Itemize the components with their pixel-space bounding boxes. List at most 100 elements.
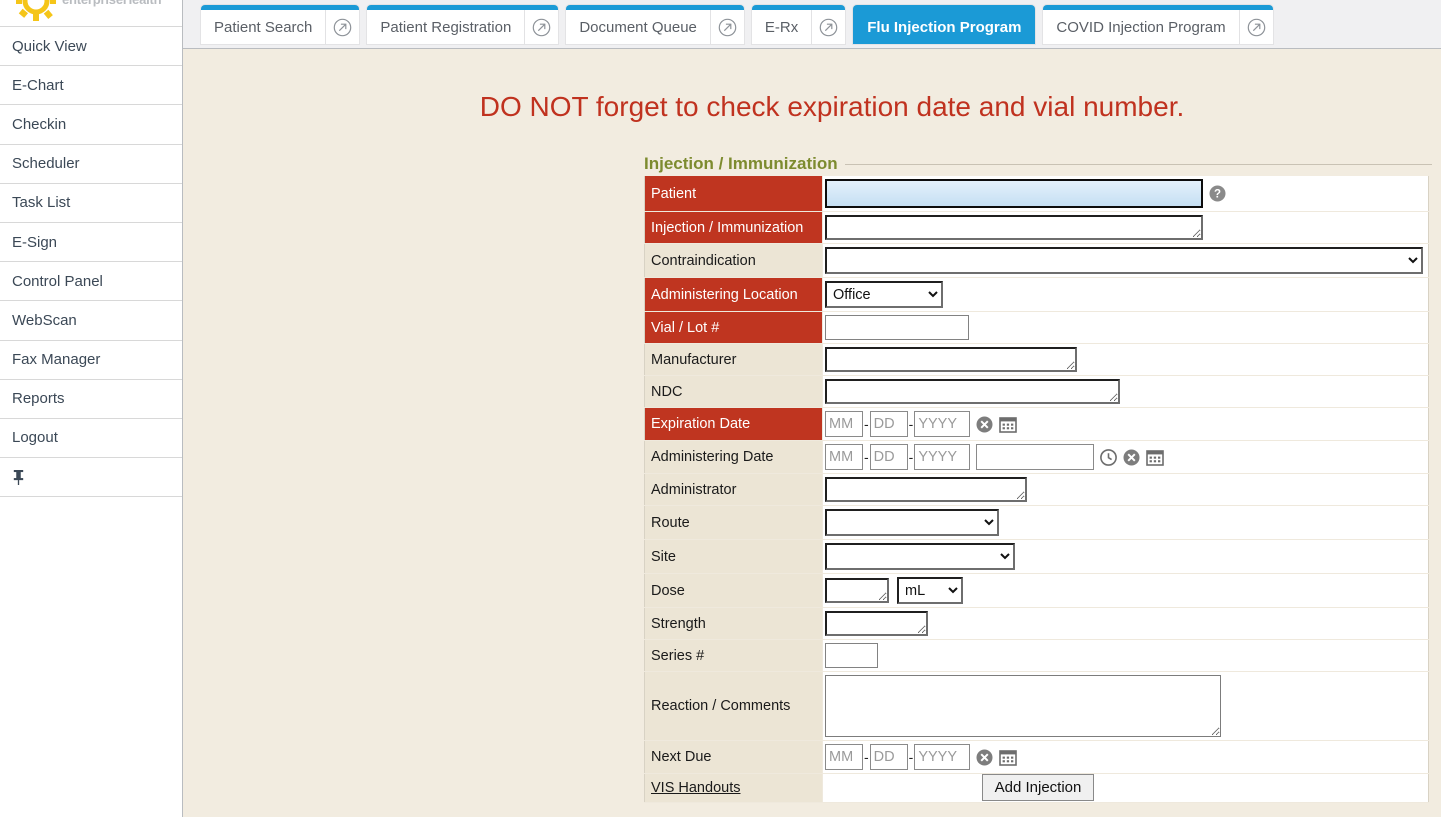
- administering-year-input[interactable]: [914, 444, 971, 470]
- injection-fields-table: Patient ?: [644, 176, 1429, 803]
- clear-icon[interactable]: [1123, 449, 1140, 466]
- patient-input[interactable]: [825, 179, 1203, 208]
- sidebar-pin-toggle[interactable]: [0, 458, 182, 498]
- expiration-year-input[interactable]: [914, 411, 971, 437]
- dose-input[interactable]: [825, 578, 889, 603]
- administering-location-select[interactable]: Office: [825, 281, 943, 308]
- tab-label: COVID Injection Program: [1056, 18, 1226, 36]
- series-field-cell: [822, 639, 1429, 672]
- strength-input[interactable]: [825, 611, 928, 636]
- next-due-label: Next Due: [644, 740, 823, 774]
- dose-unit-select[interactable]: mL: [897, 577, 963, 604]
- tab-bar: Patient Search Patient Registration: [183, 0, 1441, 49]
- open-external-icon[interactable]: [325, 10, 359, 44]
- clock-icon[interactable]: [1100, 448, 1118, 466]
- ndc-input[interactable]: [825, 379, 1120, 404]
- contraindication-label: Contraindication: [644, 243, 823, 278]
- open-external-icon[interactable]: [709, 10, 744, 44]
- clear-icon[interactable]: [976, 416, 993, 433]
- dose-field-cell: mL: [822, 573, 1429, 608]
- sunburst-logo-icon: [16, 0, 56, 21]
- reaction-input[interactable]: [825, 675, 1221, 737]
- date-separator: -: [908, 449, 914, 465]
- date-separator: -: [864, 749, 869, 765]
- table-row: Patient ?: [644, 176, 1429, 212]
- route-select[interactable]: [825, 509, 999, 536]
- open-external-icon[interactable]: [524, 10, 558, 44]
- calendar-icon[interactable]: [999, 415, 1018, 433]
- help-circle-icon[interactable]: ?: [1209, 185, 1226, 202]
- patient-label: Patient: [644, 176, 823, 212]
- tab-flu-injection-program[interactable]: Flu Injection Program: [853, 5, 1036, 44]
- administering-day-input[interactable]: [869, 444, 908, 470]
- strength-field-cell: [822, 607, 1429, 640]
- contraindication-select[interactable]: [825, 247, 1423, 274]
- sidebar-item-e-sign[interactable]: E-Sign: [0, 222, 182, 263]
- brand-logo[interactable]: enterpriseHealth: [0, 0, 182, 27]
- tab-document-queue[interactable]: Document Queue: [566, 5, 744, 44]
- next-due-month-input[interactable]: [825, 744, 863, 770]
- sidebar-item-logout[interactable]: Logout: [0, 418, 182, 459]
- sidebar-item-reports[interactable]: Reports: [0, 379, 182, 419]
- administrator-label: Administrator: [644, 473, 823, 506]
- series-input[interactable]: [825, 643, 878, 668]
- sidebar-item-scheduler[interactable]: Scheduler: [0, 144, 182, 184]
- clear-icon[interactable]: [976, 749, 993, 766]
- tab-label: E-Rx: [764, 18, 799, 36]
- open-external-icon[interactable]: [811, 10, 845, 44]
- vial-lot-label: Vial / Lot #: [644, 311, 823, 344]
- sidebar-item-checkin[interactable]: Checkin: [0, 105, 182, 145]
- vial-lot-field-cell: [822, 311, 1429, 344]
- sidebar-item-control-panel[interactable]: Control Panel: [0, 262, 182, 302]
- main-area: Patient Search Patient Registration: [183, 0, 1441, 817]
- calendar-icon[interactable]: [1146, 448, 1165, 466]
- table-row: VIS Handouts: [644, 773, 1429, 803]
- administrator-input[interactable]: [825, 477, 1027, 502]
- sidebar-item-label: Logout: [12, 429, 58, 447]
- tab-label: Document Queue: [579, 18, 697, 36]
- next-due-field-cell: - -: [822, 740, 1429, 774]
- form-actions: Add Injection: [644, 774, 1432, 801]
- series-label: Series #: [644, 639, 823, 672]
- table-row: Route: [644, 505, 1429, 540]
- site-select[interactable]: [825, 543, 1015, 570]
- sidebar-item-e-chart[interactable]: E-Chart: [0, 66, 182, 106]
- tab-covid-injection-program[interactable]: COVID Injection Program: [1043, 5, 1273, 44]
- add-injection-button[interactable]: Add Injection: [981, 774, 1095, 801]
- expiration-warning-banner: DO NOT forget to check expiration date a…: [479, 91, 1185, 122]
- administering-time-input[interactable]: [976, 444, 1095, 470]
- injection-input[interactable]: [825, 215, 1203, 240]
- administrator-field-cell: [822, 473, 1429, 506]
- manufacturer-input[interactable]: [825, 347, 1077, 372]
- administering-date-field-cell: - -: [822, 440, 1429, 474]
- tab-e-rx[interactable]: E-Rx: [751, 5, 846, 44]
- table-row: Contraindication: [644, 243, 1429, 278]
- dose-label: Dose: [644, 573, 823, 608]
- vis-handouts-cell[interactable]: VIS Handouts: [644, 773, 823, 803]
- vial-lot-input[interactable]: [825, 315, 969, 340]
- sidebar-item-label: WebScan: [12, 311, 77, 329]
- sidebar-item-quick-view[interactable]: Quick View: [0, 27, 182, 67]
- sidebar-item-webscan[interactable]: WebScan: [0, 301, 182, 341]
- table-row: Manufacturer: [644, 343, 1429, 376]
- tab-patient-search[interactable]: Patient Search: [201, 5, 360, 44]
- next-due-day-input[interactable]: [869, 744, 908, 770]
- sidebar-item-label: Task List: [12, 194, 71, 212]
- sidebar-item-task-list[interactable]: Task List: [0, 183, 182, 223]
- table-row: Dose mL: [644, 573, 1429, 608]
- table-row: NDC: [644, 375, 1429, 408]
- expiration-day-input[interactable]: [869, 411, 908, 437]
- tab-patient-registration[interactable]: Patient Registration: [367, 5, 559, 44]
- injection-label: Injection / Immunization: [644, 211, 823, 244]
- calendar-icon[interactable]: [999, 748, 1018, 766]
- expiration-month-input[interactable]: [825, 411, 863, 437]
- sidebar-item-fax-manager[interactable]: Fax Manager: [0, 340, 182, 380]
- next-due-year-input[interactable]: [914, 744, 971, 770]
- date-separator: -: [864, 416, 869, 432]
- vis-handouts-link[interactable]: VIS Handouts: [651, 780, 741, 796]
- open-external-icon[interactable]: [1238, 10, 1273, 44]
- table-row: Next Due - -: [644, 740, 1429, 774]
- date-separator: -: [864, 449, 869, 465]
- administering-month-input[interactable]: [825, 444, 863, 470]
